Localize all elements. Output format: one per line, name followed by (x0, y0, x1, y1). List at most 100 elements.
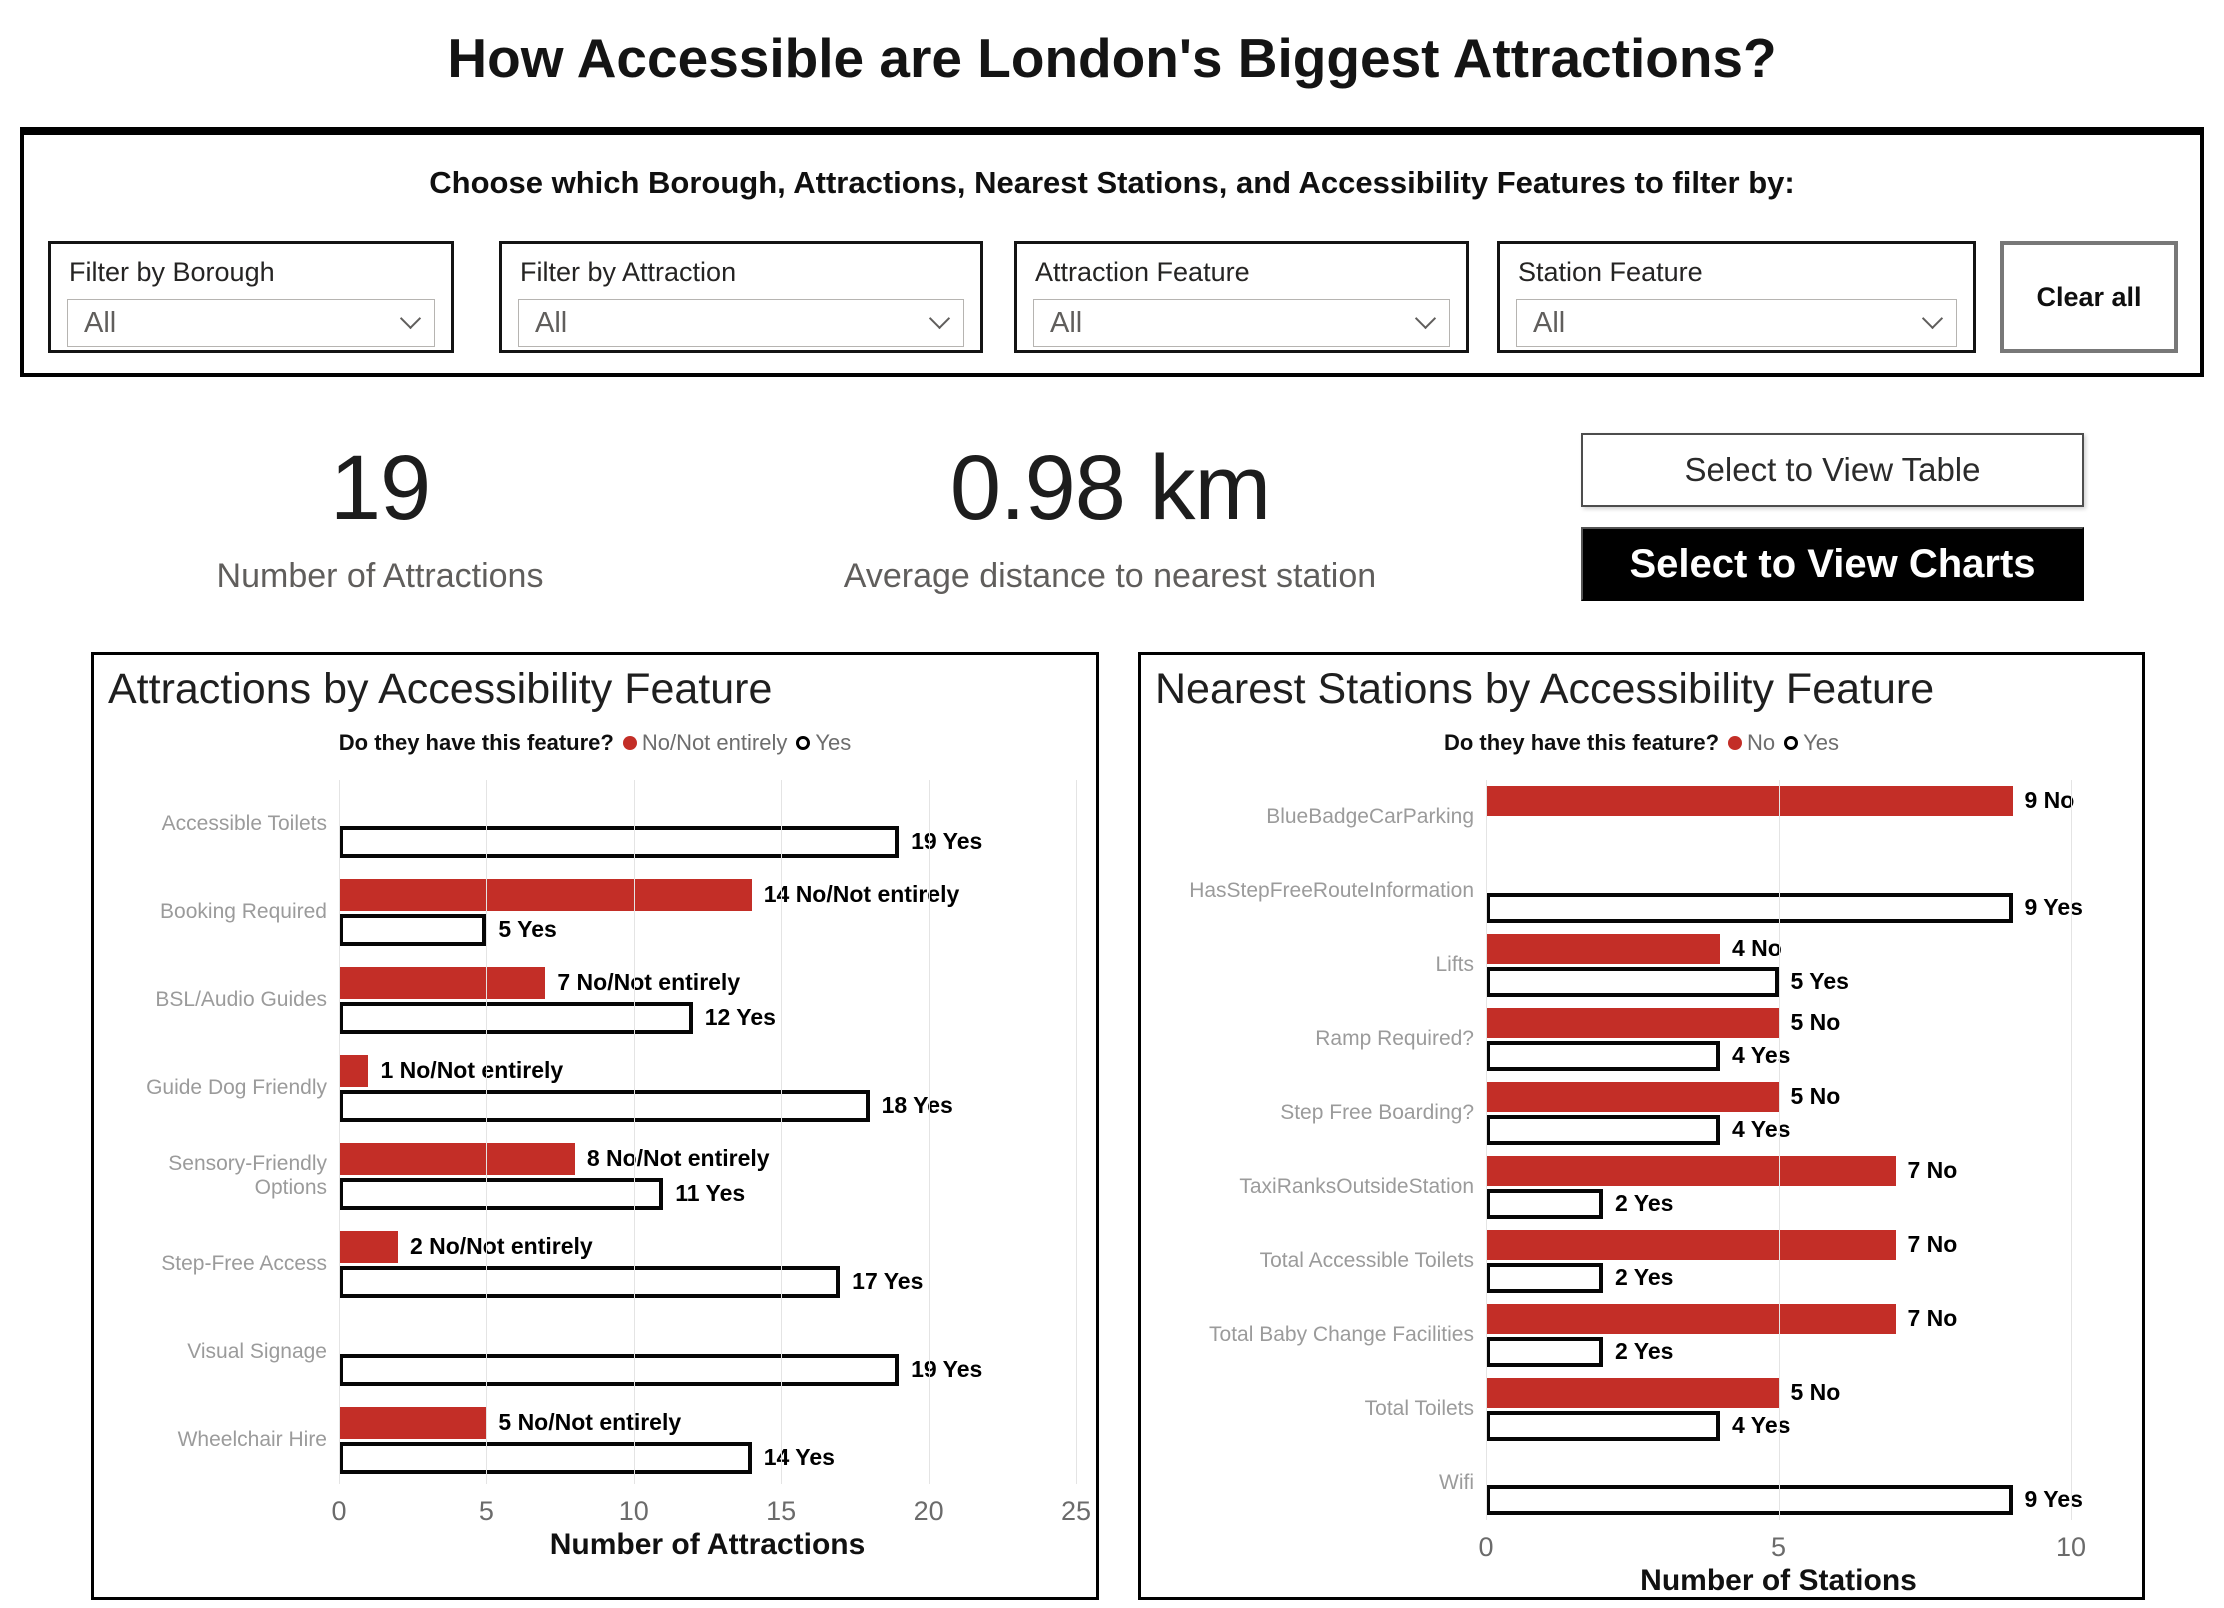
bar-no[interactable] (1486, 1303, 1896, 1334)
attraction-feature-select[interactable]: All (1033, 299, 1450, 347)
bar-yes[interactable] (339, 913, 487, 946)
bar-no[interactable] (339, 1230, 398, 1263)
bar-yes[interactable] (339, 1089, 870, 1122)
category-label: BSL/Audio Guides (155, 988, 327, 1012)
kpi-value: 0.98 km (949, 437, 1271, 539)
dropdown-filter-by-attraction: Filter by Attraction All (499, 241, 983, 353)
bar-data-label: 5 No (1790, 1379, 1841, 1405)
bar-no[interactable] (1486, 1007, 1779, 1038)
bar-yes[interactable] (1486, 1410, 1720, 1441)
bar-slot: 4 No (1486, 933, 2071, 964)
bar-slot: 11 Yes (339, 1177, 1076, 1210)
dropdown-label: Filter by Borough (69, 257, 275, 287)
bar-row: 1 No/Not entirely 18 Yes (339, 1044, 1076, 1132)
bar-rows: 9 No 9 Yes 4 No 5 Yes 5 No 4 Yes 5 No 4 Yes 7 No… (1486, 780, 2083, 1520)
chevron-down-icon (399, 307, 422, 330)
category-label: Accessible Toilets (161, 812, 327, 836)
bar-slot: 5 No (1486, 1081, 2071, 1112)
legend-item: No (1728, 730, 1775, 756)
gridline (1076, 780, 1077, 1484)
bar-no[interactable] (339, 1142, 575, 1175)
category-label: BlueBadgeCarParking (1266, 805, 1474, 829)
bar-no[interactable] (1486, 1155, 1896, 1186)
bar-slot: 9 Yes (1486, 1484, 2083, 1515)
bar-yes[interactable] (1486, 1040, 1720, 1071)
bar-yes[interactable] (1486, 1336, 1603, 1367)
bar-slot: 8 No/Not entirely (339, 1142, 1076, 1175)
bar-yes[interactable] (1486, 892, 2013, 923)
clear-all-button[interactable]: Clear all (2000, 241, 2178, 353)
bar-yes[interactable] (1486, 966, 1779, 997)
legend-marker-no-icon (622, 736, 637, 750)
category-label: Sensory-Friendly Options (168, 1152, 327, 1199)
bar-no[interactable] (339, 878, 752, 911)
filter-panel: Choose which Borough, Attractions, Neare… (20, 127, 2204, 377)
legend-item: Yes (1784, 730, 1839, 756)
bar-data-label: 2 No/Not entirely (409, 1233, 593, 1259)
bar-no[interactable] (1486, 933, 1720, 964)
bar-no[interactable] (1486, 1377, 1779, 1408)
gridline (928, 780, 930, 1484)
selected-value: All (535, 306, 568, 339)
bar-data-label: 14 No/Not entirely (763, 881, 960, 907)
x-axis-ticks: 0 5 10 (1478, 1520, 2086, 1564)
kpi-number-of-attractions: 19 Number of Attractions (130, 436, 630, 596)
bar-yes[interactable] (1486, 1262, 1603, 1293)
legend-title: Do they have this feature? (1443, 730, 1720, 755)
legend-title: Do they have this feature? (338, 730, 614, 755)
bar-no[interactable] (1486, 785, 2013, 816)
station-feature-select[interactable]: All (1516, 299, 1957, 347)
gridline (781, 780, 783, 1484)
bar-data-label: 9 No (2024, 787, 2075, 813)
category-label: Lifts (1435, 953, 1474, 977)
x-axis-title: Number of Attractions (549, 1528, 866, 1561)
category-label: Wheelchair Hire (177, 1428, 327, 1452)
bar-yes[interactable] (339, 1001, 693, 1034)
bar-data-label: 11 Yes (675, 1180, 746, 1206)
bar-yes[interactable] (1486, 1484, 2013, 1515)
chart-legend: Do they have this feature? No/Not entire… (94, 730, 1096, 756)
select-to-view-table-button[interactable]: Select to View Table (1581, 433, 2084, 507)
bar-rows: 19 Yes 14 No/Not entirely 5 Yes 7 No/Not en… (339, 780, 1076, 1484)
bar-yes[interactable] (339, 1177, 664, 1210)
bar-no[interactable] (339, 966, 546, 999)
bar-data-label: 9 Yes (2024, 1486, 2083, 1512)
category-label: HasStepFreeRouteInformation (1189, 879, 1474, 903)
bar-row: 2 No/Not entirely 17 Yes (339, 1220, 1076, 1308)
bar-no[interactable] (339, 1406, 487, 1439)
bar-slot: 2 Yes (1486, 1336, 2071, 1367)
bar-yes[interactable] (339, 1441, 752, 1474)
category-label: TaxiRanksOutsideStation (1239, 1175, 1474, 1199)
axis-tick-label: 10 (2055, 1532, 2087, 1562)
bar-no[interactable] (339, 1054, 369, 1087)
bar-row: 4 No 5 Yes (1486, 928, 2071, 1002)
attractions-by-accessibility-chart: Attractions by Accessibility Feature Do … (91, 652, 1099, 1600)
axis-tick-label: 0 (331, 1496, 347, 1526)
dropdown-filter-by-borough: Filter by Borough All (48, 241, 454, 353)
bar-data-label: 19 Yes (911, 828, 983, 854)
select-to-view-charts-button[interactable]: Select to View Charts (1581, 527, 2084, 601)
axis-tick-label: 5 (478, 1496, 494, 1526)
kpi-value: 19 (329, 437, 431, 539)
bar-yes[interactable] (339, 825, 900, 858)
bar-slot: 18 Yes (339, 1089, 1076, 1122)
dropdown-label: Station Feature (1518, 257, 1703, 287)
bar-slot: 5 Yes (339, 913, 1076, 946)
bar-data-label: 2 Yes (1615, 1190, 1674, 1216)
bar-no[interactable] (1486, 1229, 1896, 1260)
bar-row: 5 No 4 Yes (1486, 1002, 2071, 1076)
bar-no[interactable] (1486, 1081, 1779, 1112)
attraction-select[interactable]: All (518, 299, 964, 347)
bar-data-label: 5 Yes (498, 916, 557, 942)
page-title: How Accessible are London's Biggest Attr… (447, 27, 1777, 89)
bar-yes[interactable] (339, 1265, 841, 1298)
borough-select[interactable]: All (67, 299, 435, 347)
bar-slot: 2 Yes (1486, 1188, 2071, 1219)
bar-yes[interactable] (339, 1353, 900, 1386)
axis-tick-label: 5 (1770, 1532, 1787, 1562)
bar-data-label: 2 Yes (1615, 1264, 1674, 1290)
bar-yes[interactable] (1486, 1188, 1603, 1219)
category-labels: BlueBadgeCarParking HasStepFreeRouteInfor… (1141, 780, 1486, 1597)
category-label: Step Free Boarding? (1280, 1101, 1474, 1125)
bar-yes[interactable] (1486, 1114, 1720, 1145)
